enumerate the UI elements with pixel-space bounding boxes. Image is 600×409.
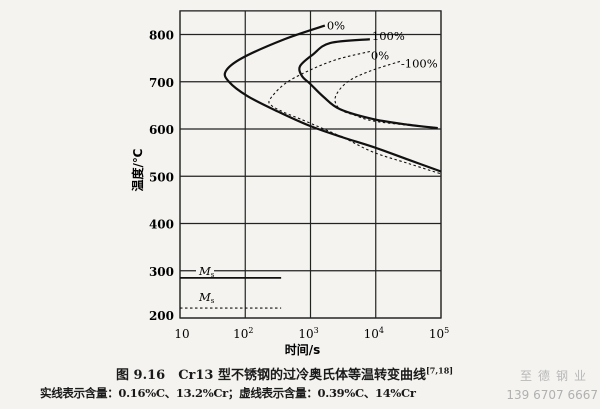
grid (179, 10, 442, 319)
watermark-phone: 139 6707 6667 (506, 388, 598, 402)
x-tick-label: 10 (174, 327, 189, 341)
curve-solid-0pct (223, 24, 442, 173)
x-axis-label: 时间/s (285, 342, 321, 357)
figure-caption: 图 9.16 Cr13 型不锈钢的过冷奥氏体等温转变曲线[7,18] (116, 365, 454, 383)
curve-dashed-100pct (334, 60, 438, 129)
x-tick-label: 103 (298, 326, 318, 341)
y-tick-label: 600 (149, 123, 174, 137)
x-tick-label: 104 (364, 326, 384, 341)
x-tick-label: 105 (429, 326, 449, 341)
y-tick-label: 300 (149, 265, 174, 279)
ms-label: Ms (198, 290, 215, 305)
y-tick-label: 400 (149, 218, 174, 232)
curve-solid-100pct (298, 38, 438, 130)
labels: 200 300 400 500 600 700 800 10 102 103 104 105 时间/s 温… (130, 19, 449, 357)
y-tick-label: 800 (149, 29, 174, 43)
curve-dashed-0pct (268, 50, 442, 175)
curve-label: -100% (401, 56, 438, 70)
x-tick-label: 102 (233, 326, 253, 341)
y-tick-label: 200 (149, 309, 174, 323)
y-axis-label: 温度/℃ (130, 149, 145, 192)
ms-label: Ms (198, 264, 215, 279)
curve-label: 100% (372, 29, 405, 43)
y-tick-label: 700 (149, 76, 174, 90)
figure-note: 实线表示含量：0.16%C、13.2%Cr；虚线表示含量：0.39%C、14%C… (40, 386, 416, 400)
curve-label: 0% (371, 49, 389, 63)
ms-label-bg (196, 264, 214, 276)
y-tick-label: 500 (149, 170, 174, 184)
series (180, 24, 442, 309)
curve-label: 0% (327, 19, 345, 33)
watermark-name: 至德钢业 (519, 369, 592, 383)
